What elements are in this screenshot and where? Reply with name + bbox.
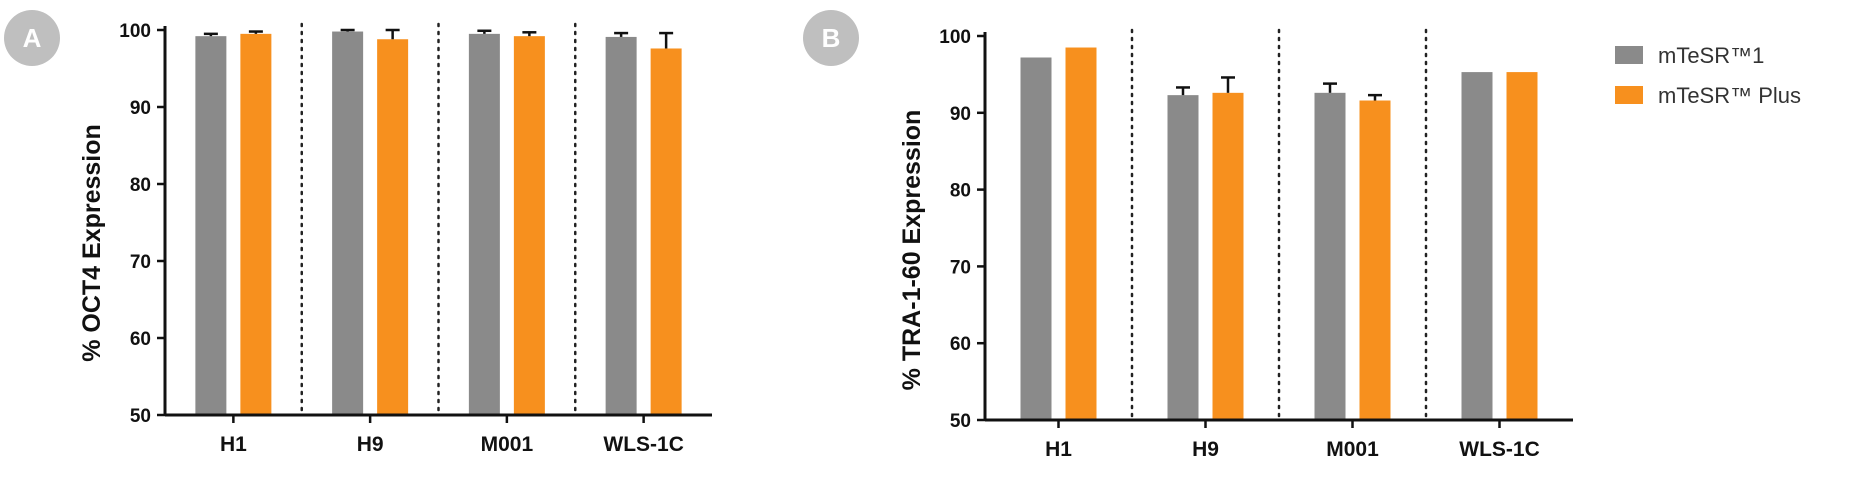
legend-label-mtesr-plus: mTeSR™ Plus	[1658, 83, 1801, 108]
panel-b-x-label-0: H1	[1045, 438, 1072, 461]
panel-b-x-label-1: H9	[1192, 438, 1219, 461]
panel-b-y-tick-label-4: 90	[950, 104, 971, 125]
panel-a-chart: A % OCT4 Expression 50 60 70 80 90 100 H1 H9 M0…	[4, 10, 712, 456]
panel-b-bar-mtesr-plus-3	[1506, 72, 1538, 420]
panel-a-x-label-2: M001	[481, 433, 534, 456]
panel-a-x-label-1: H9	[357, 433, 384, 456]
panel-a-x-categories: H1 H9 M001 WLS-1C	[220, 433, 684, 456]
panel-b-y-tick-label-5: 100	[939, 27, 971, 48]
panel-a-bar-mtesr1-2	[468, 33, 500, 415]
panel-b-chart: B % TRA-1-60 Expression 50 60 70 80 90 100 H1…	[803, 10, 1573, 461]
panel-a-bars	[195, 31, 682, 416]
panel-a-y-tick-label-1: 60	[130, 329, 151, 350]
panel-b-bar-mtesr-plus-1	[1212, 92, 1244, 420]
panel-b-x-categories: H1 H9 M001 WLS-1C	[1045, 438, 1540, 461]
panel-a-y-axis-title: % OCT4 Expression	[78, 124, 106, 362]
legend-swatch-mtesr-plus	[1615, 86, 1643, 104]
panel-b-y-tick-label-0: 50	[950, 411, 971, 432]
panel-b-badge-label: B	[822, 23, 841, 53]
panel-a-bar-mtesr-plus-2	[513, 36, 545, 415]
panel-b-error-bars	[1176, 76, 1382, 101]
panel-a-bar-mtesr-plus-0	[240, 33, 272, 415]
panel-b-bar-mtesr1-0	[1020, 57, 1052, 421]
panel-a-y-ticks: 50 60 70 80 90 100	[119, 21, 165, 427]
panel-b-x-label-2: M001	[1326, 438, 1379, 461]
panel-a-bar-mtesr1-0	[195, 36, 227, 415]
legend-swatch-mtesr1	[1615, 46, 1643, 64]
legend: mTeSR™1 mTeSR™ Plus	[1615, 43, 1801, 108]
panel-a-y-tick-label-0: 50	[130, 406, 151, 427]
panel-b-y-axis-title: % TRA-1-60 Expression	[898, 110, 926, 391]
legend-label-mtesr1: mTeSR™1	[1658, 43, 1764, 68]
panel-b-y-tick-label-1: 60	[950, 334, 971, 355]
panel-a-y-tick-label-3: 80	[130, 175, 151, 196]
panel-a-axes	[163, 26, 712, 423]
panel-b-bar-mtesr1-3	[1461, 72, 1493, 420]
panel-a-error-bars	[203, 28, 674, 49]
panel-b-y-tick-label-3: 80	[950, 181, 971, 202]
panel-a-bar-mtesr-plus-3	[650, 48, 682, 415]
panel-b-separators	[1130, 28, 1428, 422]
panel-b-axes	[983, 32, 1573, 428]
panel-b-x-label-3: WLS-1C	[1459, 438, 1540, 461]
panel-b-badge	[803, 10, 859, 66]
panel-a-bar-mtesr1-3	[605, 36, 637, 416]
panel-a-badge-label: A	[23, 23, 42, 53]
panel-b-y-ticks: 50 60 70 80 90 100	[939, 27, 985, 432]
panel-b-bar-mtesr-plus-0	[1065, 47, 1097, 421]
panel-b-bar-mtesr-plus-2	[1359, 100, 1391, 421]
panel-a-badge	[4, 10, 60, 66]
panel-a-bar-mtesr-plus-1	[377, 39, 409, 416]
panel-b-bars	[1020, 47, 1538, 421]
panel-b-bar-mtesr1-2	[1314, 92, 1346, 420]
panel-a-x-label-0: H1	[220, 433, 247, 456]
panel-a-separators	[300, 22, 577, 417]
panel-b-y-tick-label-2: 70	[950, 257, 971, 278]
panel-a-y-tick-label-4: 90	[130, 98, 151, 119]
panel-a-y-tick-label-2: 70	[130, 252, 151, 273]
panel-a-x-label-3: WLS-1C	[603, 433, 684, 456]
panel-b-bar-mtesr1-1	[1167, 95, 1199, 421]
panel-a-y-tick-label-5: 100	[119, 21, 151, 42]
panel-a-bar-mtesr1-1	[332, 31, 364, 415]
